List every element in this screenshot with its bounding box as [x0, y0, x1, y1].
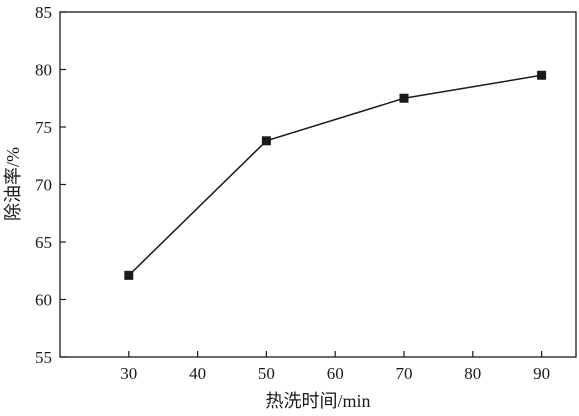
x-axis-title: 热洗时间/min: [265, 391, 370, 411]
data-point-marker: [399, 93, 409, 103]
y-tick-label: 75: [35, 118, 52, 137]
plot-frame: [59, 11, 577, 358]
data-point-marker: [261, 136, 271, 146]
series-line: [128, 74, 542, 276]
data-point-marker: [124, 270, 134, 280]
y-tick-label: 85: [35, 3, 52, 22]
y-tick-label: 80: [35, 61, 52, 80]
x-axis: 30 40 50 60 70 80 90: [120, 351, 550, 383]
y-axis: 55 60 65 70 75 80 85: [35, 3, 66, 367]
y-axis-title: 除油率/%: [3, 147, 23, 221]
data-point-marker: [537, 70, 547, 80]
x-tick-label: 70: [396, 364, 413, 383]
x-tick-label: 90: [533, 364, 550, 383]
series-layer: [124, 70, 547, 280]
x-tick-label: 60: [327, 364, 344, 383]
y-tick-label: 70: [35, 176, 52, 195]
x-tick-label: 50: [258, 364, 275, 383]
y-tick-label: 65: [35, 233, 52, 252]
x-tick-label: 40: [189, 364, 206, 383]
x-tick-label: 80: [464, 364, 481, 383]
y-tick-label: 60: [35, 291, 52, 310]
x-tick-label: 30: [120, 364, 137, 383]
y-tick-label: 55: [35, 348, 52, 367]
